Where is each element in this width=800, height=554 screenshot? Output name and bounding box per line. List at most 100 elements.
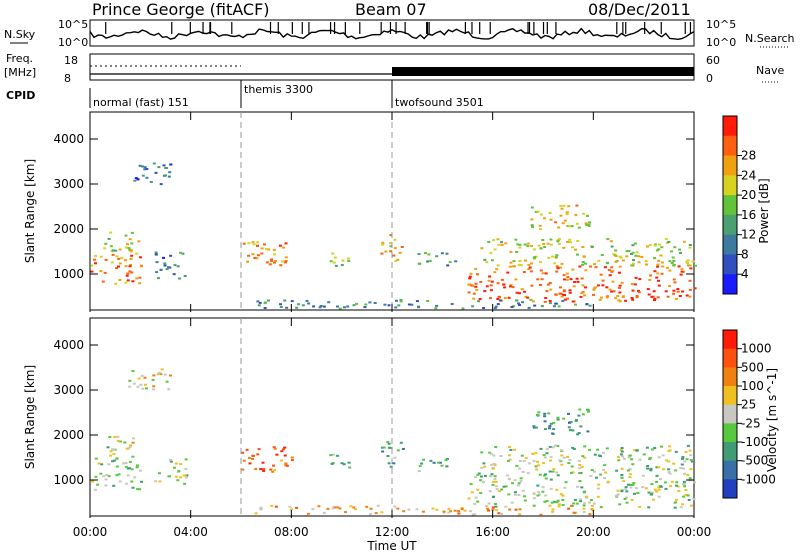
- echo-cell: [111, 253, 115, 256]
- echo-cell: [152, 385, 156, 388]
- echo-cell: [577, 226, 581, 229]
- echo-cell: [417, 470, 421, 473]
- echo-cell: [551, 432, 555, 435]
- echo-cell: [274, 505, 278, 508]
- echo-cell: [257, 304, 261, 307]
- echo-cell: [584, 262, 587, 265]
- echo-cell: [179, 476, 183, 479]
- echo-cell: [415, 508, 419, 511]
- echo-cell: [124, 465, 128, 468]
- echo-cell: [270, 258, 274, 261]
- echo-cell: [136, 385, 140, 388]
- echo-cell: [149, 181, 153, 183]
- echo-cell: [340, 264, 344, 267]
- echo-cell: [152, 374, 156, 377]
- echo-cell: [532, 426, 536, 429]
- echo-cell: [578, 498, 582, 501]
- echo-cell: [570, 465, 574, 468]
- colorbar-segment: [723, 442, 737, 462]
- echo-cell: [556, 445, 560, 447]
- echo-cell: [106, 446, 110, 449]
- echo-cell: [580, 292, 584, 295]
- echo-cell: [138, 488, 142, 491]
- echo-cell: [123, 441, 127, 444]
- echo-cell: [631, 262, 635, 265]
- echo-cell: [556, 267, 560, 270]
- echo-cell: [581, 284, 585, 287]
- echo-cell: [155, 271, 159, 274]
- echo-cell: [364, 303, 368, 306]
- echo-cell: [521, 489, 525, 492]
- echo-cell: [692, 498, 696, 501]
- echo-cell: [407, 508, 411, 511]
- echo-cell: [614, 255, 618, 257]
- echo-cell: [534, 465, 538, 468]
- echo-cell: [245, 448, 249, 451]
- echo-cell: [363, 306, 367, 309]
- echo-cell: [415, 300, 419, 303]
- echo-cell: [548, 445, 552, 448]
- echo-cell: [614, 249, 618, 252]
- echo-cell: [133, 179, 137, 182]
- echo-cell: [531, 300, 535, 303]
- echo-cell: [554, 444, 557, 447]
- echo-cell: [269, 468, 273, 471]
- echo-cell: [434, 307, 438, 310]
- echo-cell: [483, 258, 487, 261]
- y-tick-label: 2000: [53, 428, 84, 442]
- echo-cell: [565, 211, 569, 214]
- cpid-segments: normal (fast) 151 themis 3300 twofsound 35…: [89, 80, 484, 109]
- echo-cell: [116, 435, 120, 438]
- echo-cell: [526, 296, 530, 299]
- echo-cell: [592, 288, 596, 291]
- echo-cell: [487, 502, 491, 505]
- echo-cell: [471, 305, 475, 308]
- echo-cell: [454, 260, 458, 263]
- echo-cell: [684, 494, 688, 496]
- echo-cell: [495, 268, 499, 271]
- echo-cell: [257, 448, 261, 451]
- echo-cell: [688, 246, 692, 249]
- echo-cell: [542, 454, 546, 457]
- echo-cell: [628, 454, 632, 457]
- echo-cell: [139, 256, 142, 259]
- echo-cell: [620, 474, 624, 476]
- echo-cell: [619, 256, 623, 259]
- echo-cell: [549, 243, 553, 246]
- echo-cell: [598, 454, 601, 457]
- echo-cell: [544, 428, 547, 431]
- colorbar-segment: [723, 404, 737, 424]
- echo-cell: [551, 255, 555, 258]
- echo-cell: [510, 306, 514, 308]
- echo-cell: [447, 508, 451, 510]
- echo-cell: [567, 412, 570, 415]
- echo-cell: [506, 459, 510, 462]
- echo-cell: [177, 469, 181, 472]
- echo-cell: [115, 457, 119, 460]
- echo-cell: [141, 174, 145, 177]
- echo-cell: [445, 252, 449, 255]
- echo-cell: [582, 491, 586, 494]
- echo-cell: [593, 263, 597, 266]
- echo-cell: [136, 488, 140, 491]
- echo-cell: [477, 300, 481, 303]
- echo-cell: [534, 210, 538, 213]
- echo-cell: [588, 221, 591, 224]
- echo-cell: [440, 252, 444, 255]
- echo-cell: [584, 222, 588, 225]
- echo-cell: [346, 305, 350, 308]
- echo-cell: [104, 242, 108, 245]
- echo-cell: [99, 255, 103, 258]
- echo-cell: [552, 468, 556, 471]
- echo-cell: [691, 460, 694, 463]
- echo-cell: [130, 468, 134, 471]
- echo-cell: [655, 276, 659, 279]
- echo-cell: [517, 482, 521, 485]
- echo-cell: [380, 511, 384, 514]
- echo-cell: [685, 458, 689, 461]
- echo-cell: [578, 467, 582, 470]
- echo-cell: [621, 455, 625, 458]
- echo-cell: [539, 269, 543, 272]
- echo-cell: [500, 278, 504, 281]
- echo-cell: [273, 469, 277, 472]
